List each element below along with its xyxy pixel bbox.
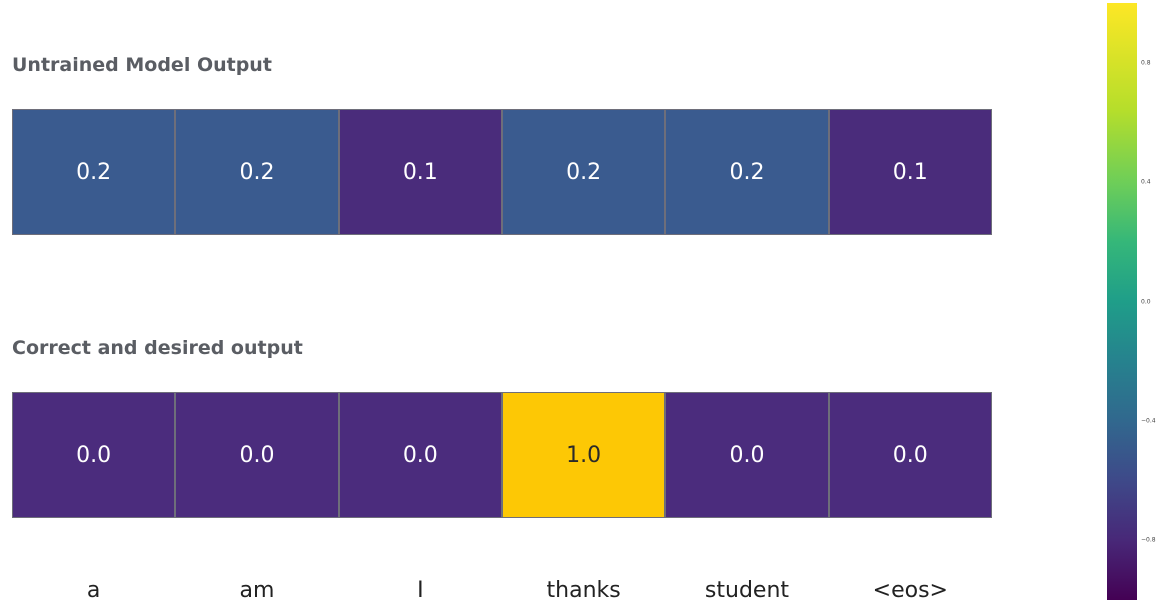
token-label: student xyxy=(704,578,790,603)
chart-title-desired: Correct and desired output xyxy=(12,337,303,359)
token-label: am xyxy=(239,578,275,603)
heatmap-cell: 0.0 xyxy=(12,392,176,518)
heatmap-cell: 0.0 xyxy=(175,392,339,518)
heatmap-cell: 0.2 xyxy=(665,109,829,235)
heatmap-cell: 0.2 xyxy=(175,109,339,235)
heatmap-row-desired: 0.0 0.0 0.0 1.0 0.0 0.0 xyxy=(12,392,992,518)
chart-title-untrained: Untrained Model Output xyxy=(12,54,272,76)
heatmap-cell: 0.1 xyxy=(828,109,992,235)
colorbar-tick-label: 0.4 xyxy=(1141,178,1151,186)
heatmap-cell: 0.1 xyxy=(338,109,502,235)
heatmap-cell: 1.0 xyxy=(501,392,666,518)
heatmap-cell: 0.0 xyxy=(828,392,992,518)
heatmap-cell: 0.2 xyxy=(12,109,176,235)
colorbar-tick-label: −0.4 xyxy=(1141,417,1156,425)
colorbar-tick-label: −0.8 xyxy=(1141,536,1156,544)
heatmap-row-untrained: 0.2 0.2 0.1 0.2 0.2 0.1 xyxy=(12,109,992,235)
colorbar-tick-label: 0.0 xyxy=(1141,298,1151,305)
token-label: a xyxy=(86,578,101,603)
heatmap-cell: 0.2 xyxy=(501,109,666,235)
heatmap-cell: 0.0 xyxy=(338,392,502,518)
token-label: <eos> xyxy=(872,578,948,603)
colorbar xyxy=(1107,3,1137,600)
colorbar-tick-label: 0.8 xyxy=(1141,59,1151,67)
heatmap-cell: 0.0 xyxy=(665,392,829,518)
token-label: thanks xyxy=(546,578,621,603)
token-label: I xyxy=(417,578,424,603)
